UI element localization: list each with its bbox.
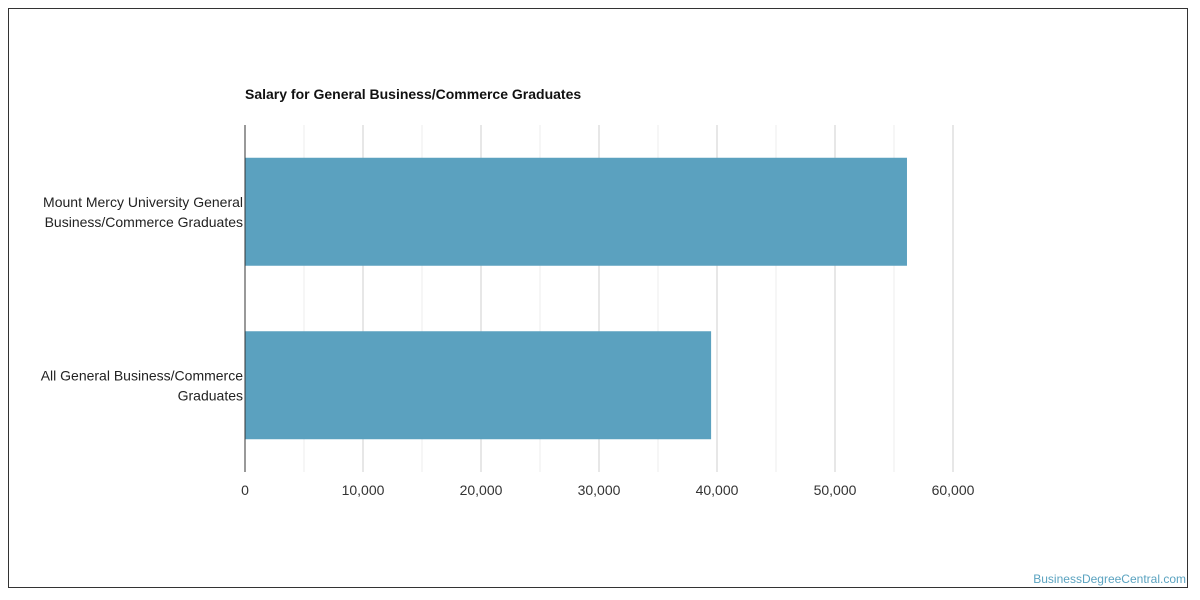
category-label-line: Mount Mercy University General (43, 194, 243, 210)
x-tick-label: 50,000 (814, 482, 857, 498)
x-tick-label: 10,000 (342, 482, 385, 498)
x-tick-label: 30,000 (578, 482, 621, 498)
bars (245, 157, 907, 440)
category-label-2: All General Business/Commerce Graduates (41, 367, 244, 403)
x-tick-label: 20,000 (460, 482, 503, 498)
category-label-line: Graduates (178, 387, 243, 403)
category-label-line: Business/Commerce Graduates (45, 214, 243, 230)
chart-title: Salary for General Business/Commerce Gra… (245, 86, 581, 102)
category-labels: Mount Mercy University General Business/C… (41, 194, 244, 404)
chart-frame (8, 8, 1188, 588)
x-tick-label: 60,000 (932, 482, 975, 498)
bar-1[interactable] (245, 157, 907, 266)
x-tick-label: 40,000 (696, 482, 739, 498)
x-axis-ticks: 0 10,000 20,000 30,000 40,000 50,000 60,000 (241, 482, 975, 498)
source-credit[interactable]: BusinessDegreeCentral.com (1033, 572, 1186, 586)
category-label-line: All General Business/Commerce (41, 367, 244, 383)
x-tick-label: 0 (241, 482, 249, 498)
category-label-1: Mount Mercy University General Business/C… (43, 194, 243, 230)
bar-2[interactable] (245, 331, 712, 440)
